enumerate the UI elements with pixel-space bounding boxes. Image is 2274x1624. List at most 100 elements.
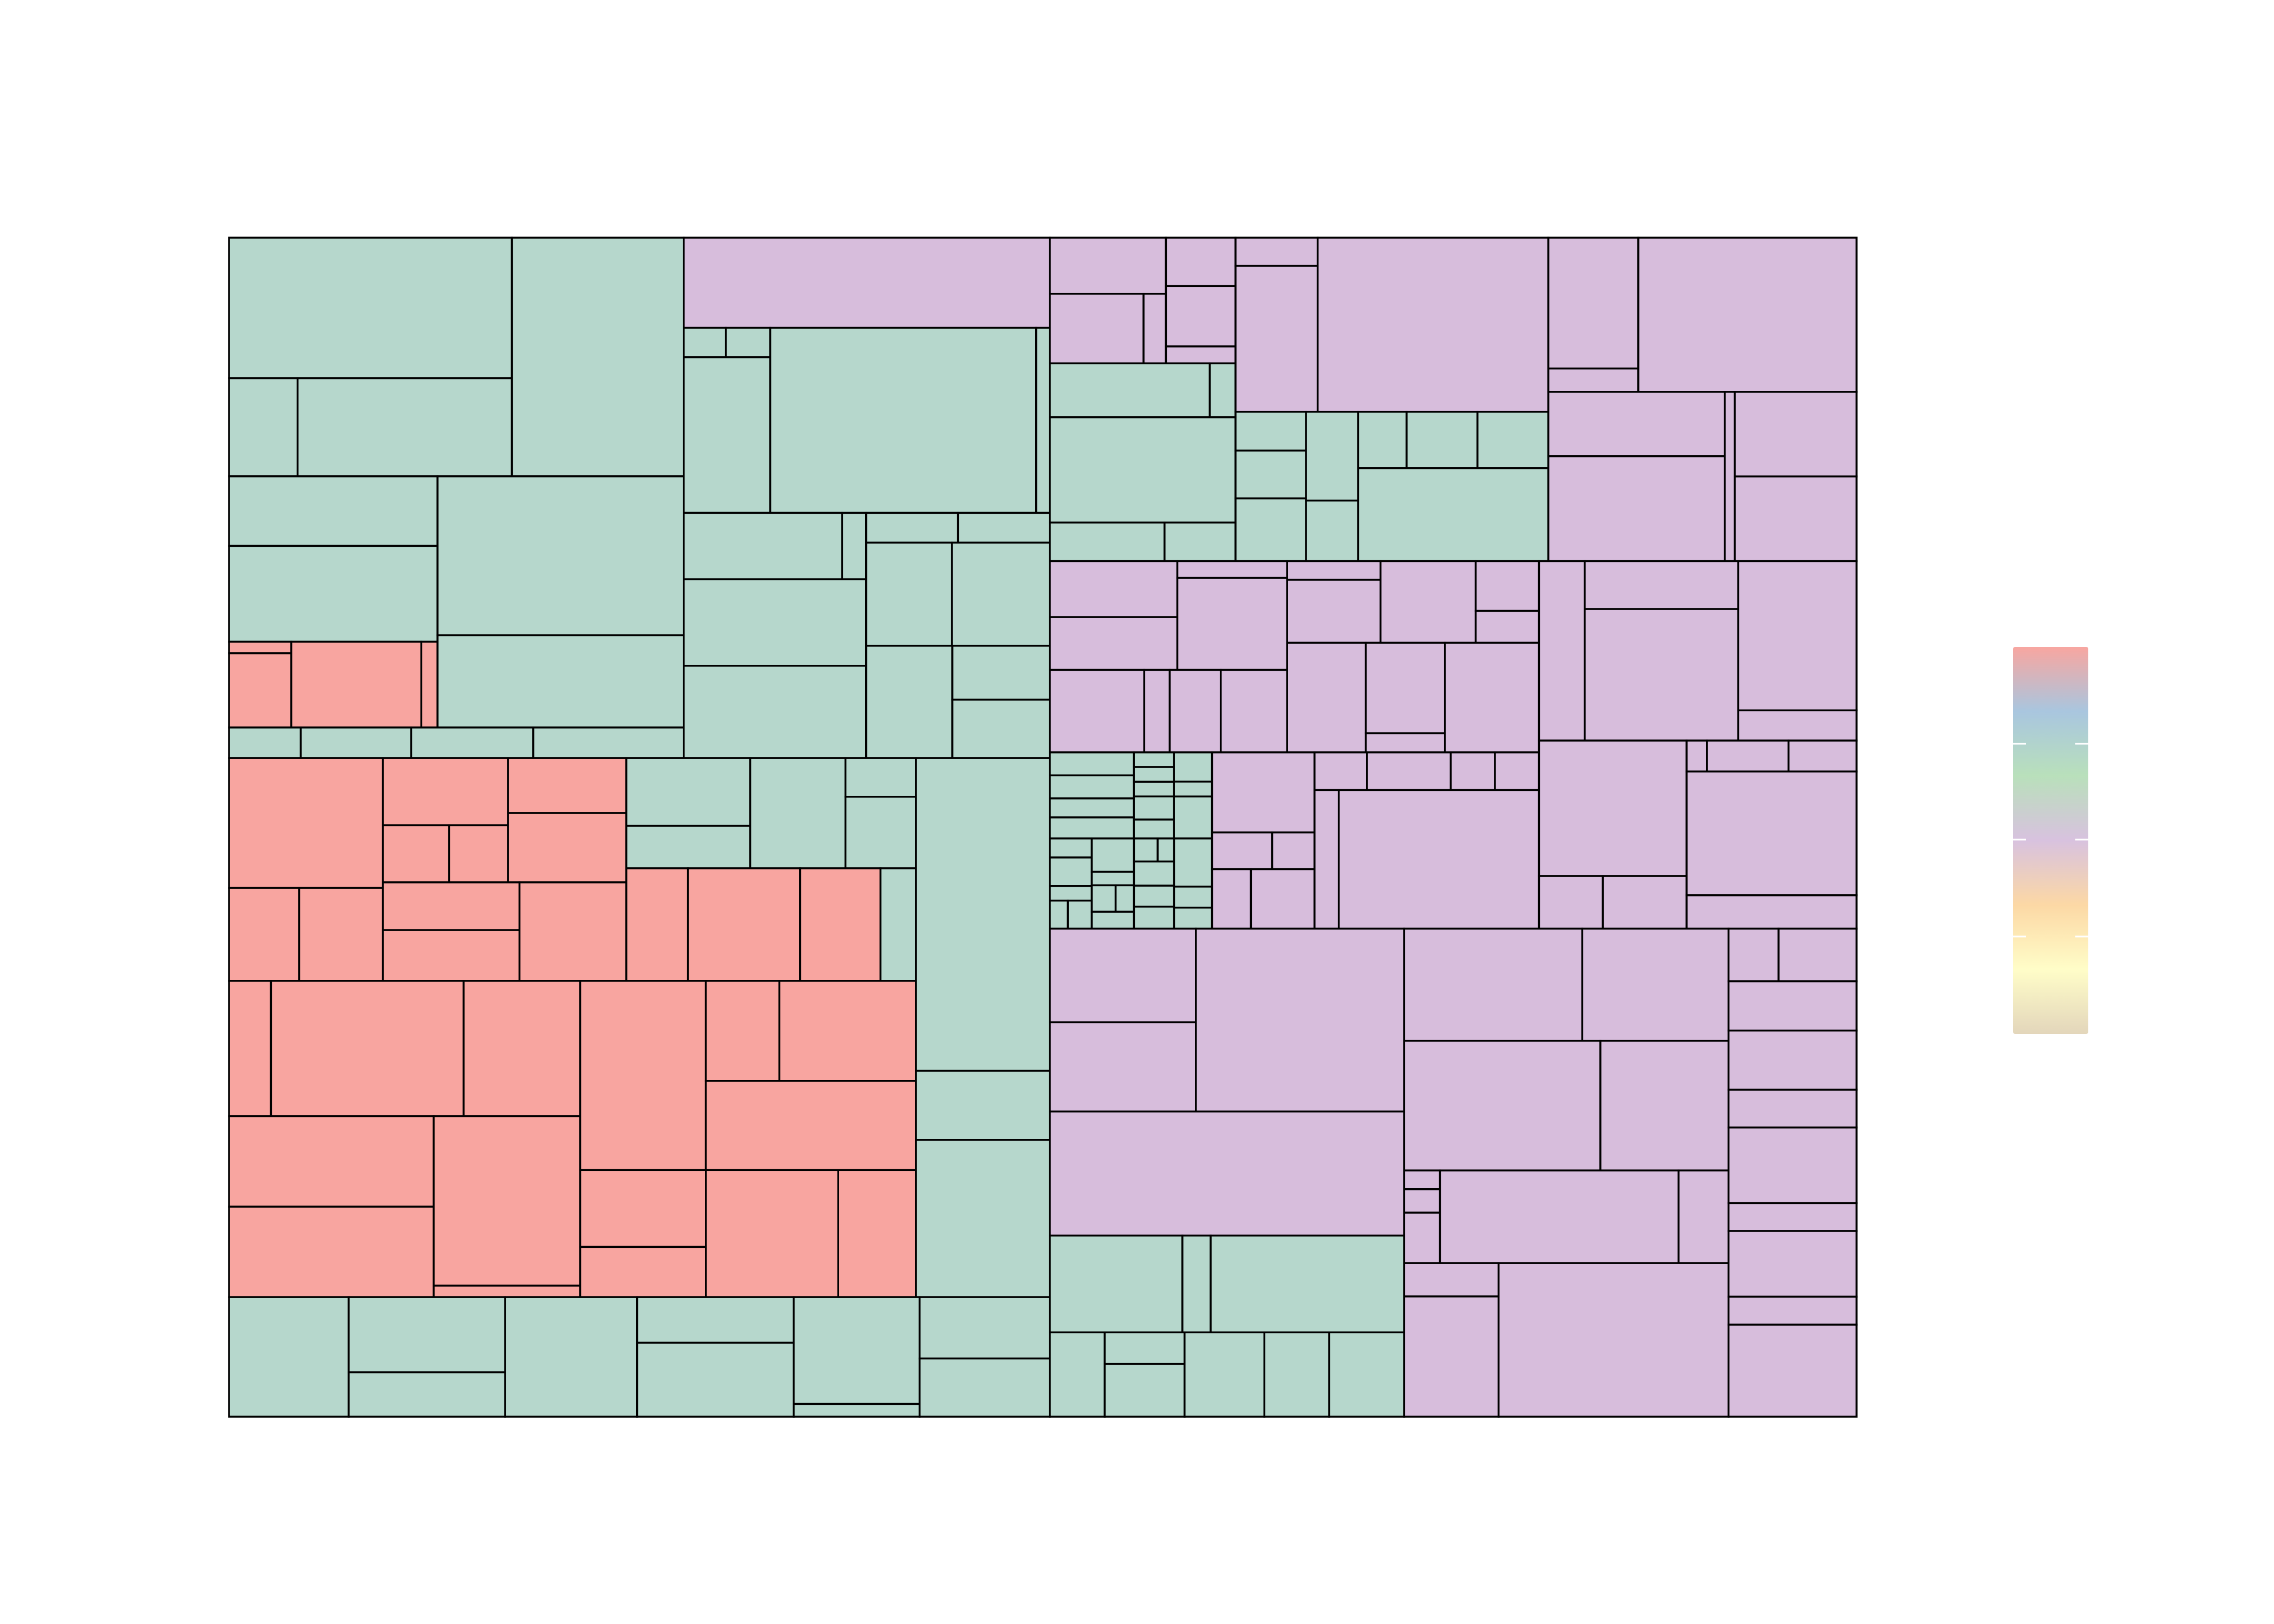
treemap-cell: [1364, 641, 1446, 735]
treemap-cell: [448, 824, 509, 883]
treemap-cell: [1234, 449, 1307, 500]
colorbar-ticks: [2013, 743, 2088, 938]
treemap-cell: [1090, 870, 1135, 887]
treemap-cell: [290, 640, 422, 729]
treemap-cell: [1305, 499, 1360, 562]
treemap-cell: [1364, 732, 1446, 754]
treemap-cell: [1049, 560, 1179, 618]
treemap-cell: [1208, 362, 1237, 418]
treemap-cell: [410, 726, 534, 759]
treemap-cell: [1210, 1234, 1406, 1334]
treemap-cell: [1305, 410, 1360, 502]
treemap-cell: [1727, 1295, 1858, 1326]
treemap-cell: [957, 512, 1051, 544]
treemap-cell: [844, 796, 917, 869]
treemap-cell: [951, 698, 1051, 759]
treemap-cell: [1114, 884, 1135, 913]
treemap-cell: [1403, 1188, 1441, 1214]
treemap-cell: [1133, 766, 1175, 783]
treemap-cell: [1498, 1262, 1730, 1418]
treemap-cell: [705, 1169, 839, 1298]
treemap-cell: [436, 634, 685, 729]
colorbar: [2013, 647, 2088, 1034]
treemap-cell: [1727, 927, 1780, 983]
treemap-cell: [951, 541, 1051, 647]
treemap-cell: [1049, 362, 1211, 418]
treemap-cell: [1787, 739, 1858, 772]
treemap-cell: [879, 867, 917, 982]
treemap-cell: [793, 1296, 921, 1405]
treemap-cell: [865, 541, 953, 647]
treemap-cell: [915, 1139, 1051, 1298]
treemap-cell: [1049, 1331, 1106, 1418]
treemap-cell: [1049, 292, 1145, 364]
treemap-cell: [1103, 1363, 1186, 1418]
treemap-cell: [270, 980, 465, 1117]
treemap-cell: [769, 326, 1037, 514]
treemap-cell: [1538, 560, 1586, 742]
treemap-cell: [636, 1341, 795, 1418]
treemap-cell: [1103, 1331, 1186, 1365]
treemap-cell: [462, 980, 581, 1117]
treemap-cell: [1474, 610, 1540, 644]
treemap-cell: [1727, 980, 1858, 1032]
treemap-cell: [918, 1357, 1051, 1418]
treemap-cell: [1049, 1234, 1184, 1334]
treemap-cell: [1538, 875, 1604, 930]
treemap-cell: [1035, 326, 1051, 514]
treemap-cell: [228, 475, 439, 547]
treemap-cell: [778, 980, 917, 1082]
treemap-cell: [1584, 560, 1740, 610]
treemap-cell: [299, 726, 413, 759]
treemap-cell: [1380, 560, 1477, 644]
treemap-cell: [1778, 927, 1858, 983]
treemap-cell: [1250, 868, 1316, 930]
treemap-cell: [1173, 781, 1213, 798]
treemap-cell: [1271, 831, 1316, 870]
treemap-cell: [625, 867, 689, 982]
treemap-cell: [1168, 669, 1222, 754]
treemap-cell: [1685, 894, 1858, 930]
treemap-cell: [228, 640, 292, 654]
treemap-cell: [228, 757, 384, 889]
treemap-cell: [1581, 927, 1730, 1042]
treemap-cell: [1133, 906, 1175, 930]
treemap-cell: [1049, 1110, 1406, 1237]
treemap-cell: [683, 237, 1051, 329]
treemap-cell: [1184, 1331, 1266, 1418]
treemap-cell: [1443, 641, 1540, 754]
treemap-cell: [1403, 1169, 1441, 1190]
treemap-cell: [1685, 739, 1708, 772]
treemap-cell: [1737, 560, 1858, 711]
treemap-cell: [579, 1169, 707, 1248]
treemap-cell: [1727, 1230, 1858, 1298]
treemap-cell: [1133, 751, 1175, 768]
treemap-cell: [1049, 237, 1167, 295]
treemap-cell: [1734, 391, 1858, 477]
treemap-cell: [1328, 1331, 1406, 1418]
treemap-cell: [837, 1169, 917, 1298]
treemap-cell: [1067, 899, 1093, 930]
treemap-cell: [1314, 789, 1340, 930]
treemap-cell: [1286, 560, 1382, 581]
treemap-cell: [1234, 410, 1307, 452]
treemap-cell: [228, 1206, 435, 1298]
treemap-cell: [433, 1285, 581, 1298]
treemap-cell: [228, 652, 292, 729]
treemap-cell: [228, 377, 299, 477]
treemap-cell: [1211, 868, 1252, 930]
treemap-cell: [841, 512, 867, 580]
treemap-cell: [1142, 292, 1167, 364]
treemap-cell: [1173, 751, 1213, 783]
treemap-cell: [504, 1296, 638, 1418]
treemap-cell: [683, 512, 844, 580]
treemap-cell: [1143, 669, 1171, 754]
treemap-cell: [511, 237, 685, 477]
treemap-cell: [915, 757, 1051, 1072]
treemap-cell: [433, 1115, 581, 1287]
treemap-cell: [1727, 1324, 1858, 1418]
treemap-cell: [420, 640, 439, 729]
treemap-cell: [1173, 837, 1213, 888]
treemap-cell: [1727, 1089, 1858, 1129]
